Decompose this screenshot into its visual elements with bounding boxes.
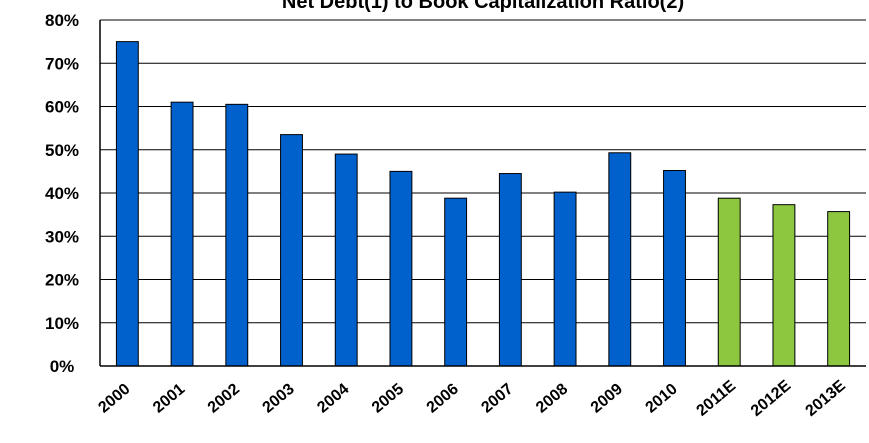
bar-2009 [608, 152, 632, 367]
x-tick-label: 2009 [588, 381, 626, 417]
x-tick-label: 2000 [95, 381, 133, 417]
bar-2002 [225, 103, 249, 367]
y-tick-label: 40% [45, 184, 79, 203]
y-tick-label: 50% [45, 141, 79, 160]
bar-2012E [772, 204, 796, 367]
chart-title: Net Debt(1) to Book Capitalization Ratio… [282, 0, 684, 13]
x-tick-label: 2001 [150, 381, 188, 417]
bar-2005 [389, 170, 413, 367]
bar-2003 [280, 134, 303, 367]
x-tick-label: 2006 [424, 381, 462, 417]
grid-lines [100, 19, 866, 324]
x-tick-label: 2010 [643, 381, 681, 417]
y-tick-label: 0% [50, 357, 75, 376]
bar-2010 [663, 170, 686, 367]
y-tick-label: 60% [45, 98, 79, 117]
bar-2001 [170, 101, 194, 367]
axes [99, 20, 866, 367]
y-tick-label: 10% [45, 314, 79, 333]
bar-2006 [444, 197, 468, 367]
bar-2013E [827, 211, 851, 367]
x-tick-label: 2005 [369, 381, 407, 417]
bar-2008 [553, 191, 577, 367]
bars [115, 41, 851, 367]
y-tick-label: 80% [45, 11, 79, 30]
bar-2004 [334, 153, 358, 367]
x-tick-label: 2003 [260, 381, 298, 417]
y-tick-label: 20% [45, 271, 79, 290]
x-tick-label: 2004 [314, 381, 352, 417]
bar-2007 [498, 173, 522, 367]
bar-2000 [115, 41, 139, 367]
x-tick-label: 2011E [693, 377, 739, 419]
x-tick-label: 2012E [748, 377, 795, 420]
y-tick-labels: 0% 10% 20% 30% 40% 50% 60% 70% 80% [45, 11, 79, 376]
bar-2011E [717, 197, 741, 367]
x-tick-label: 2008 [533, 381, 571, 417]
x-tick-label: 2013E [803, 377, 850, 420]
x-tick-labels: 2000 2001 2002 2003 2004 2005 2006 2007 2008 2009… [95, 377, 849, 420]
y-tick-label: 70% [45, 54, 79, 73]
x-tick-label: 2007 [478, 381, 516, 417]
y-tick-label: 30% [45, 227, 79, 246]
x-tick-label: 2002 [205, 381, 243, 417]
